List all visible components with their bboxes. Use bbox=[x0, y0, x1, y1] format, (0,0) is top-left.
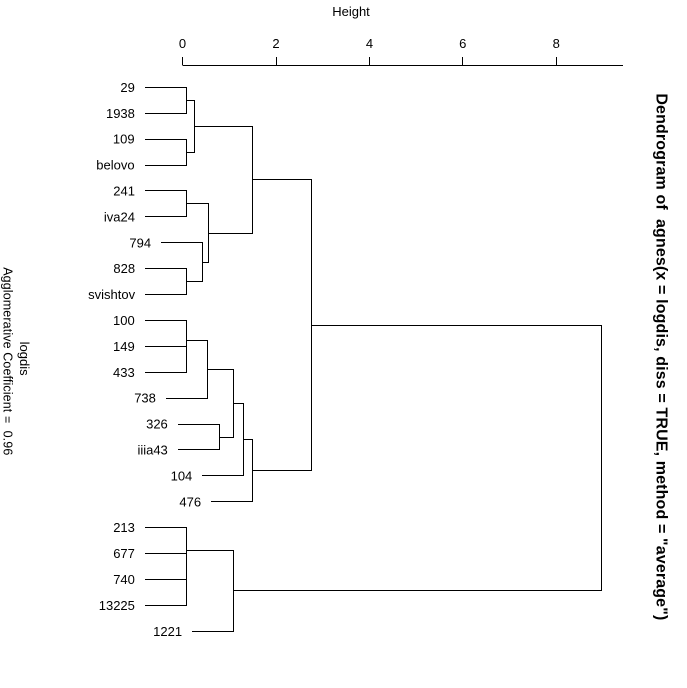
svg-text:149: 149 bbox=[113, 339, 135, 354]
svg-text:belovo: belovo bbox=[96, 158, 134, 173]
svg-text:109: 109 bbox=[113, 132, 135, 147]
svg-text:740: 740 bbox=[113, 572, 135, 587]
svg-text:738: 738 bbox=[134, 391, 156, 406]
svg-text:Agglomerative Coefficient = 0: Agglomerative Coefficient = 0.96 bbox=[1, 267, 15, 455]
svg-text:326: 326 bbox=[146, 417, 168, 432]
svg-text:4: 4 bbox=[366, 36, 373, 51]
svg-text:213: 213 bbox=[113, 520, 135, 535]
svg-text:104: 104 bbox=[171, 468, 193, 483]
svg-text:794: 794 bbox=[129, 235, 151, 250]
svg-text:100: 100 bbox=[113, 313, 135, 328]
svg-text:29: 29 bbox=[120, 80, 134, 95]
svg-text:1221: 1221 bbox=[153, 624, 182, 639]
svg-text:svishtov: svishtov bbox=[88, 287, 135, 302]
svg-text:logdis: logdis bbox=[17, 342, 32, 376]
svg-text:8: 8 bbox=[553, 36, 560, 51]
svg-text:0: 0 bbox=[179, 36, 186, 51]
svg-text:6: 6 bbox=[459, 36, 466, 51]
svg-text:Dendrogram of agnes(x = logdi: Dendrogram of agnes(x = logdis, diss = T… bbox=[653, 93, 670, 620]
svg-text:2: 2 bbox=[272, 36, 279, 51]
svg-text:13225: 13225 bbox=[99, 598, 135, 613]
svg-text:iva24: iva24 bbox=[104, 209, 135, 224]
svg-text:iiia43: iiia43 bbox=[137, 443, 167, 458]
svg-text:Height: Height bbox=[332, 4, 370, 19]
svg-text:476: 476 bbox=[179, 494, 201, 509]
svg-text:677: 677 bbox=[113, 546, 135, 561]
svg-text:433: 433 bbox=[113, 365, 135, 380]
svg-text:1938: 1938 bbox=[106, 106, 135, 121]
svg-text:828: 828 bbox=[113, 261, 135, 276]
svg-text:241: 241 bbox=[113, 184, 135, 199]
